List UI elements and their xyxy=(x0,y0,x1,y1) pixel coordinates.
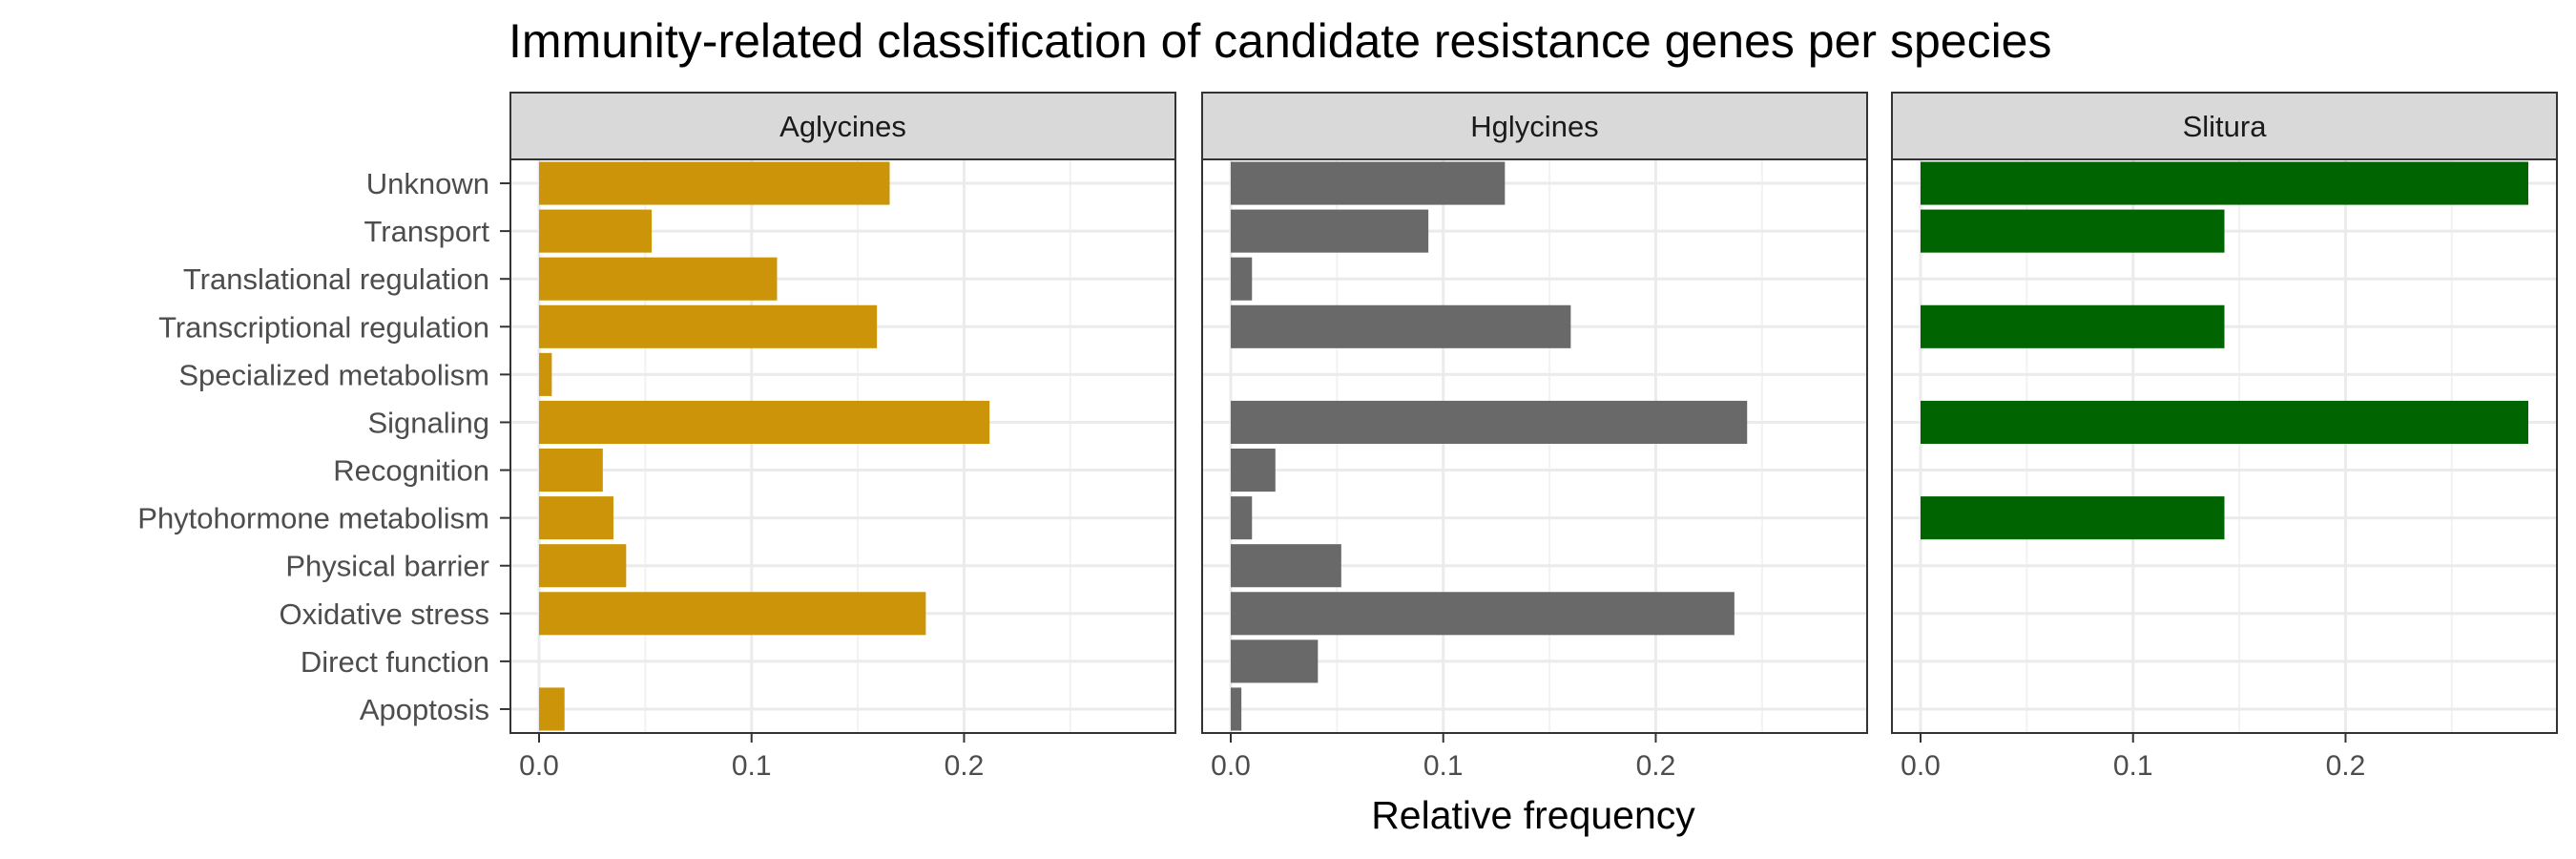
bar-aglycines-physical-barrier xyxy=(539,544,627,588)
category-label-physical-barrier: Physical barrier xyxy=(285,550,489,583)
x-tick-label: 0.1 xyxy=(1423,750,1464,782)
facet-label-slitura: Slitura xyxy=(2183,110,2268,143)
category-label-oxidative-stress: Oxidative stress xyxy=(279,597,489,631)
bar-aglycines-translational-regulation xyxy=(539,257,778,301)
panel-border xyxy=(1891,158,2558,734)
bar-hglycines-phytohormone-metabolism xyxy=(1231,496,1253,540)
panel-aglycines: Aglycines 0.0 0.1 0.2 xyxy=(509,92,1176,782)
category-label-recognition: Recognition xyxy=(333,454,489,488)
bar-hglycines-physical-barrier xyxy=(1231,544,1341,588)
panel-slitura: Slitura 0.0 0.1 0.2 xyxy=(1891,92,2558,782)
facet-strip xyxy=(509,92,1176,160)
bar-slitura-transport xyxy=(1921,209,2225,253)
category-label-transcriptional-regulation: Transcriptional regulation xyxy=(158,310,489,344)
panel-background xyxy=(510,159,1175,733)
bar-hglycines-transport xyxy=(1231,209,1429,253)
bar-slitura-transcriptional-regulation xyxy=(1921,304,2225,348)
panel-border xyxy=(509,158,1176,734)
category-label-apoptosis: Apoptosis xyxy=(360,693,489,726)
bar-hglycines-transcriptional-regulation xyxy=(1231,304,1571,348)
x-tick-label: 0.2 xyxy=(945,750,985,782)
x-axis-title: Relative frequency xyxy=(1371,793,1695,837)
bar-aglycines-transcriptional-regulation xyxy=(539,304,878,348)
bar-slitura-unknown xyxy=(1921,161,2528,205)
bar-aglycines-signaling xyxy=(539,400,990,444)
category-label-phytohormone-metabolism: Phytohormone metabolism xyxy=(137,502,489,535)
bar-hglycines-apoptosis xyxy=(1231,687,1242,731)
category-label-direct-function: Direct function xyxy=(301,645,489,679)
x-tick-label: 0.2 xyxy=(1636,750,1676,782)
bar-hglycines-translational-regulation xyxy=(1231,257,1253,301)
category-label-translational-regulation: Translational regulation xyxy=(183,262,489,296)
category-label-signaling: Signaling xyxy=(367,406,489,439)
bar-hglycines-oxidative-stress xyxy=(1231,592,1735,636)
category-label-transport: Transport xyxy=(364,215,489,248)
x-tick-label: 0.1 xyxy=(2113,750,2153,782)
category-label-specialized-metabolism: Specialized metabolism xyxy=(178,358,489,391)
bar-hglycines-direct-function xyxy=(1231,639,1319,683)
bar-aglycines-phytohormone-metabolism xyxy=(539,496,613,540)
x-tick-label: 0.0 xyxy=(519,750,559,782)
category-labels: Unknown Transport Translational regulation… xyxy=(137,167,510,726)
category-label-unknown: Unknown xyxy=(366,167,489,200)
facet-strip xyxy=(1891,92,2558,160)
x-tick-label: 0.0 xyxy=(1211,750,1251,782)
bar-hglycines-signaling xyxy=(1231,400,1748,444)
bar-aglycines-specialized-metabolism xyxy=(539,352,552,396)
facet-label-aglycines: Aglycines xyxy=(779,110,906,143)
panel-hglycines: Hglycines 0.0 0.1 0.2 xyxy=(1201,92,1868,782)
bar-aglycines-oxidative-stress xyxy=(539,592,926,636)
bar-aglycines-transport xyxy=(539,209,653,253)
chart-title: Immunity-related classification of candi… xyxy=(509,14,2051,68)
bar-hglycines-unknown xyxy=(1231,161,1506,205)
bar-slitura-phytohormone-metabolism xyxy=(1921,496,2225,540)
bar-aglycines-apoptosis xyxy=(539,687,565,731)
bar-hglycines-recognition xyxy=(1231,449,1276,492)
panel-background xyxy=(1892,159,2557,733)
bar-slitura-signaling xyxy=(1921,400,2528,444)
x-tick-label: 0.2 xyxy=(2326,750,2366,782)
bar-aglycines-recognition xyxy=(539,449,603,492)
x-tick-label: 0.0 xyxy=(1901,750,1941,782)
bar-aglycines-unknown xyxy=(539,161,890,205)
facet-label-hglycines: Hglycines xyxy=(1470,110,1598,143)
x-tick-label: 0.1 xyxy=(732,750,772,782)
panel-border xyxy=(1201,158,1868,734)
panel-background xyxy=(1202,159,1867,733)
